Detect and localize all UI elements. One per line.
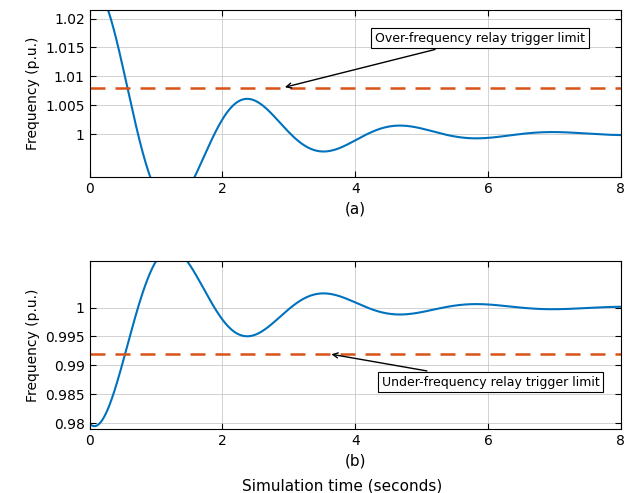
Text: Simulation time (seconds): Simulation time (seconds): [243, 479, 442, 493]
Y-axis label: Frequency (p.u.): Frequency (p.u.): [26, 37, 40, 150]
Text: Over-frequency relay trigger limit: Over-frequency relay trigger limit: [286, 32, 585, 88]
X-axis label: (a): (a): [344, 202, 366, 217]
X-axis label: (b): (b): [344, 454, 366, 468]
Y-axis label: Frequency (p.u.): Frequency (p.u.): [26, 288, 40, 402]
Text: Under-frequency relay trigger limit: Under-frequency relay trigger limit: [333, 353, 600, 388]
